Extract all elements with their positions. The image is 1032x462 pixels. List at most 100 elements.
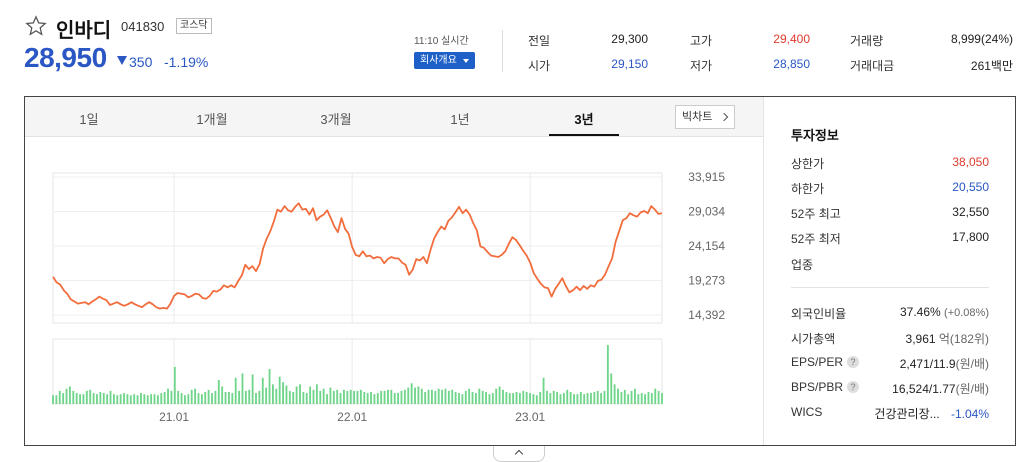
volume-bar <box>204 391 207 404</box>
quote-label: 거래량 <box>850 34 884 48</box>
volume-bar <box>343 389 345 404</box>
volume-bar <box>505 391 508 404</box>
foreign-ratio: 37.46% <box>900 305 941 319</box>
volume-bar <box>542 377 545 404</box>
tab-3year[interactable]: 3년 <box>574 112 594 127</box>
volume-bar <box>89 389 92 404</box>
eps-label: EPS/PER <box>791 355 844 369</box>
x-tick-label: 21.01 <box>159 410 189 424</box>
star-icon[interactable] <box>25 15 47 37</box>
info-value: 17,800 <box>952 230 989 244</box>
y-tick-label: 33,915 <box>688 170 725 184</box>
volume-bar <box>569 391 572 404</box>
quote-value: 261백만 <box>970 59 1013 73</box>
stock-header: 인바디 041830 코스닥 28,950 350 -1.19% 11:10 실… <box>0 0 1032 90</box>
expand-toggle-button[interactable] <box>493 446 545 462</box>
volume-bar <box>522 390 525 404</box>
wics-sector[interactable]: 건강관리장... <box>874 407 940 421</box>
market-cap: 3,961 <box>905 332 936 346</box>
volume-bar <box>380 390 383 404</box>
volume-bar <box>75 393 78 404</box>
volume-bar <box>458 393 460 404</box>
volume-bar <box>366 393 369 404</box>
wics-change: -1.04% <box>950 407 989 421</box>
volume-bar <box>478 388 481 404</box>
volume-bar <box>502 389 504 404</box>
big-chart-button[interactable]: 빅차트 <box>675 105 735 129</box>
tab-1day[interactable]: 1일 <box>79 112 99 127</box>
volume-bar <box>319 390 322 404</box>
company-overview-label: 회사개요 <box>420 55 457 66</box>
volume-bar <box>441 389 444 404</box>
volume-bar <box>275 388 278 404</box>
volume-bar <box>397 393 400 404</box>
volume-bar <box>326 394 328 404</box>
realtime-label: 11:10 실시간 <box>414 36 469 47</box>
volume-bar <box>180 393 183 404</box>
quote-label: 시가 <box>528 59 551 73</box>
volume-bar <box>92 393 95 404</box>
help-icon[interactable]: ? <box>847 381 860 393</box>
tab-1month[interactable]: 1개월 <box>196 112 228 127</box>
volume-bar <box>393 393 396 404</box>
info-value: 16,524/1.77(원/배) <box>892 380 989 397</box>
volume-bar <box>271 384 274 404</box>
tab-3month[interactable]: 3개월 <box>320 112 352 127</box>
volume-bar <box>424 391 427 404</box>
volume-bar <box>451 389 454 404</box>
volume-bar <box>610 373 613 404</box>
y-tick-label: 29,034 <box>688 205 725 219</box>
y-tick-label: 19,273 <box>688 274 725 288</box>
volume-bar <box>248 389 251 404</box>
volume-bar <box>160 393 163 404</box>
volume-bar <box>163 391 166 404</box>
info-title: 투자정보 <box>791 128 839 143</box>
volume-bar <box>177 390 180 404</box>
quote-value: 29,400 <box>773 32 810 46</box>
price-plot-frame <box>52 172 663 324</box>
price-line <box>52 202 663 310</box>
volume-bar <box>62 393 65 404</box>
divider <box>791 287 989 288</box>
volume-bar <box>231 393 234 404</box>
active-tab-indicator <box>549 134 619 136</box>
info-label: 52주 최고 <box>791 207 841 221</box>
volume-bar <box>353 390 356 404</box>
volume-bar <box>552 390 555 404</box>
volume-bar <box>244 390 247 404</box>
eps-unit: (원/배) <box>955 357 989 371</box>
volume-bar <box>184 395 186 404</box>
volume-bar <box>119 394 122 404</box>
investment-info: 투자정보 상한가 38,050 하한가 20,550 52주 최고 32,550… <box>763 97 1015 445</box>
info-value: 2,471/11.9(원/배) <box>900 355 989 372</box>
big-chart-label: 빅차트 <box>682 111 713 123</box>
company-overview-button[interactable]: 회사개요 <box>414 52 475 69</box>
volume-bar <box>200 394 203 404</box>
volume-bar <box>491 393 494 404</box>
chart-panel: 1일 1개월 3개월 1년 3년 빅차트 33,915 29,034 24,154 1… <box>24 96 1016 446</box>
quote-value: 29,150 <box>611 57 648 71</box>
volume-bar <box>187 394 190 404</box>
bps-pbr: 16,524/1.77 <box>892 382 956 396</box>
volume-bar <box>559 394 562 404</box>
info-label: 하한가 <box>791 182 825 196</box>
help-icon[interactable]: ? <box>847 356 860 368</box>
current-price: 28,950 <box>24 42 107 73</box>
volume-bar <box>593 391 596 404</box>
info-value: 건강관리장... -1.04% <box>874 405 989 422</box>
eps-per: 2,471/11.9 <box>899 357 956 371</box>
volume-bar <box>265 387 268 404</box>
volume-bar <box>600 393 603 404</box>
volume-bar <box>454 391 457 404</box>
volume-bar <box>261 377 264 404</box>
caret-down-icon <box>463 59 469 63</box>
volume-bar <box>302 391 305 404</box>
divider <box>502 30 503 72</box>
chevron-up-icon <box>514 449 524 459</box>
volume-bar <box>657 390 660 404</box>
volume-bar <box>143 394 146 404</box>
volume-bar <box>403 389 406 404</box>
volume-bar <box>495 388 498 404</box>
tab-1year[interactable]: 1년 <box>450 112 470 127</box>
volume-bar <box>596 390 599 404</box>
